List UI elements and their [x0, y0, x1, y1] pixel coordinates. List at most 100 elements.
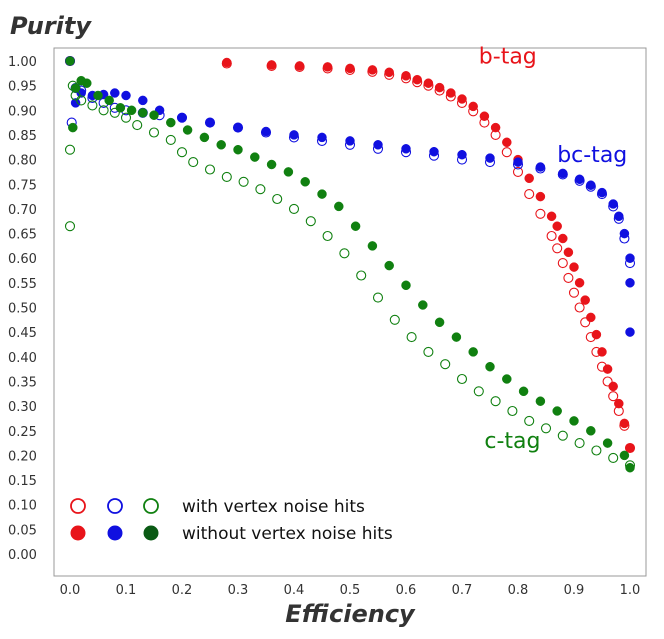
data-point	[485, 153, 495, 163]
data-point	[93, 90, 103, 101]
data-point	[602, 364, 613, 374]
data-point	[412, 74, 422, 85]
data-point	[165, 134, 176, 145]
x-tick-label: 0.1	[116, 583, 137, 598]
data-point	[266, 159, 277, 170]
data-point	[597, 187, 607, 198]
data-point	[205, 117, 215, 128]
data-point	[513, 157, 523, 167]
x-tick-label: 0.8	[508, 583, 529, 598]
data-point	[64, 221, 76, 232]
data-point	[625, 462, 635, 473]
y-tick-label: 0.35	[8, 375, 37, 390]
data-point	[558, 168, 568, 179]
data-point	[199, 132, 210, 143]
data-point	[233, 144, 243, 155]
y-tick-label: 0.30	[8, 400, 37, 415]
x-tick-label: 0.0	[60, 583, 81, 598]
data-point	[524, 189, 535, 200]
data-point	[591, 329, 602, 340]
data-point	[64, 144, 76, 155]
x-tick-label: 0.2	[172, 583, 193, 598]
data-point	[490, 122, 501, 133]
x-tick-label: 0.7	[452, 583, 473, 598]
data-point	[614, 211, 624, 222]
data-point	[614, 398, 624, 409]
data-point	[608, 381, 618, 392]
data-point	[283, 167, 294, 177]
y-axis-label: Purity	[10, 12, 92, 40]
data-point	[138, 108, 148, 118]
data-point	[535, 191, 546, 202]
data-point	[586, 312, 596, 323]
data-point	[485, 361, 495, 372]
data-point	[87, 100, 98, 111]
data-point	[373, 140, 383, 150]
data-point	[261, 126, 271, 137]
legend-marker	[70, 498, 86, 514]
y-tick-label: 0.10	[8, 499, 37, 514]
data-point	[305, 216, 316, 227]
data-point	[356, 270, 367, 281]
data-point	[429, 146, 439, 157]
data-point	[149, 110, 159, 120]
data-point	[418, 300, 428, 310]
data-point	[574, 278, 585, 288]
y-tick-label: 0.55	[8, 277, 37, 292]
y-tick-labels: 0.00 0.05 0.10 0.15 0.20 0.25 0.30 0.35 0.40 0.45…	[8, 55, 37, 563]
annotation-b-tag: b-tag	[479, 44, 537, 69]
data-point	[98, 105, 109, 116]
series-bc-tag-with-noise	[64, 55, 636, 269]
data-point	[440, 359, 451, 370]
plot-frame	[53, 47, 647, 577]
legend-marker	[107, 525, 123, 541]
data-point	[70, 98, 81, 108]
y-tick-label: 0.80	[8, 154, 37, 169]
data-point	[288, 203, 300, 214]
data-point	[468, 347, 478, 357]
data-point	[535, 162, 546, 172]
data-point	[507, 405, 518, 417]
data-point	[625, 278, 635, 288]
y-tick-label: 0.45	[8, 326, 37, 341]
data-point	[625, 253, 635, 263]
data-point	[557, 430, 568, 441]
data-point	[350, 221, 361, 231]
data-point	[518, 386, 529, 397]
x-tick-label: 0.9	[564, 583, 585, 598]
data-point	[121, 90, 131, 101]
plot-border	[53, 47, 647, 577]
data-point	[266, 60, 277, 70]
data-point	[568, 287, 580, 298]
data-points	[64, 55, 636, 473]
data-point	[597, 347, 607, 357]
data-point	[389, 314, 400, 325]
data-point	[322, 230, 333, 242]
data-point	[619, 418, 630, 429]
data-point	[434, 317, 445, 328]
data-point	[574, 302, 585, 313]
legend-marker	[143, 498, 159, 514]
data-point	[115, 103, 126, 113]
data-point	[367, 65, 378, 75]
data-point	[512, 166, 524, 177]
data-point	[233, 122, 243, 133]
data-point	[76, 95, 87, 106]
data-point	[552, 243, 563, 254]
data-point	[563, 247, 574, 258]
data-point	[70, 83, 81, 93]
data-point	[558, 233, 568, 244]
data-point	[563, 272, 574, 283]
legend-marker	[143, 525, 159, 541]
data-point	[625, 327, 635, 337]
legend-label: without vertex noise hits	[182, 524, 393, 544]
data-point	[535, 396, 546, 406]
data-point	[126, 105, 137, 116]
data-point	[345, 136, 355, 146]
data-point	[406, 332, 417, 343]
data-point	[132, 120, 143, 131]
data-point	[120, 112, 132, 123]
data-point	[546, 211, 557, 222]
